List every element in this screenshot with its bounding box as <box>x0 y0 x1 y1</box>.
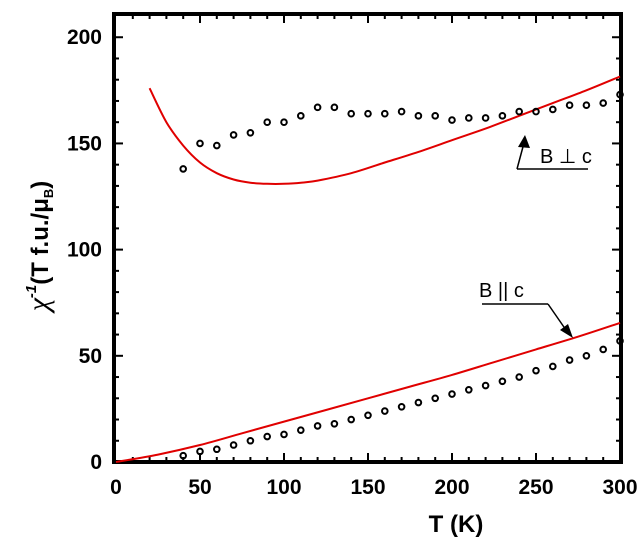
annotation-par-arrow-shaft <box>547 303 567 331</box>
x-tick-label: 0 <box>110 476 122 499</box>
plot-frame <box>112 12 623 464</box>
data-point-B_perp_c <box>313 103 322 112</box>
data-point-B_par_c <box>313 422 322 430</box>
annotation-perp-label: B ⊥ c <box>540 146 592 168</box>
data-point-B_par_c <box>532 366 540 375</box>
data-point-B_perp_c <box>347 109 356 118</box>
data-point-B_par_c <box>616 337 624 345</box>
y-tick-label: 200 <box>67 26 102 49</box>
data-point-B_perp_c <box>498 112 507 120</box>
data-point-B_par_c <box>229 441 238 449</box>
data-point-B_perp_c <box>431 112 440 120</box>
annotation-par-arrowhead <box>560 324 573 338</box>
data-point-B_par_c <box>465 385 473 394</box>
y-axis-unit-sub: B <box>41 189 56 198</box>
fit-lines <box>115 75 621 463</box>
data-point-B_par_c <box>196 447 204 456</box>
data-point-B_par_c <box>599 345 608 354</box>
annotation-par-label: B || c <box>479 280 524 302</box>
data-point-B_perp_c <box>582 101 591 109</box>
data-point-B_perp_c <box>481 114 490 122</box>
data-point-B_perp_c <box>448 116 456 124</box>
x-tick-label: 150 <box>350 476 385 499</box>
y-axis-symbol: χ <box>22 297 55 314</box>
data-point-B_par_c <box>347 415 356 424</box>
data-point-B_par_c <box>565 356 574 364</box>
data-points <box>179 90 624 460</box>
x-tick-label: 50 <box>188 476 211 499</box>
data-point-B_par_c <box>549 362 557 371</box>
fit-line-fit_par <box>115 321 621 463</box>
data-point-B_par_c <box>364 411 372 420</box>
axis-ticks <box>114 14 621 462</box>
x-tick-label: 200 <box>434 476 469 499</box>
data-point-B_perp_c <box>196 139 204 148</box>
data-point-B_perp_c <box>179 165 187 173</box>
data-point-B_par_c <box>431 394 440 403</box>
data-point-B_perp_c <box>381 109 389 118</box>
data-point-B_perp_c <box>565 101 574 109</box>
data-point-B_par_c <box>246 436 255 445</box>
data-point-B_perp_c <box>397 107 406 116</box>
data-point-B_perp_c <box>532 107 540 116</box>
data-point-B_par_c <box>481 381 490 390</box>
x-tick-label: 300 <box>602 476 637 499</box>
y-tick-label: 150 <box>67 132 102 155</box>
data-point-B_par_c <box>381 407 389 415</box>
data-point-B_perp_c <box>229 131 238 139</box>
data-point-B_perp_c <box>213 141 221 150</box>
data-point-B_perp_c <box>297 112 305 120</box>
data-point-B_par_c <box>263 432 272 441</box>
data-point-B_par_c <box>414 398 423 407</box>
data-point-B_par_c <box>179 451 187 460</box>
x-tick-labels: 0 50 100 150 200 250 300 <box>110 476 637 499</box>
y-tick-label: 100 <box>67 239 102 262</box>
data-point-B_par_c <box>330 419 339 428</box>
data-point-B_perp_c <box>246 129 255 137</box>
data-point-B_perp_c <box>616 90 624 99</box>
y-tick-label: 50 <box>79 345 102 368</box>
y-axis-exponent: -1 <box>23 285 40 298</box>
data-point-B_perp_c <box>280 118 288 126</box>
data-point-B_par_c <box>213 445 221 454</box>
x-tick-label: 100 <box>266 476 301 499</box>
data-point-B_par_c <box>515 373 524 381</box>
annotation-perp-arrowhead <box>518 135 530 148</box>
data-point-B_perp_c <box>599 99 608 107</box>
y-axis-unit: (T f.u./μ <box>27 198 54 285</box>
data-point-B_par_c <box>448 390 456 398</box>
data-point-B_perp_c <box>549 105 557 114</box>
y-axis-title: χ-1(T f.u./μB) <box>22 181 56 315</box>
annotations: B ⊥ c B || c <box>479 135 592 338</box>
data-point-B_perp_c <box>364 109 372 118</box>
x-axis-title: T (K) <box>429 511 484 538</box>
data-point-B_perp_c <box>465 114 473 122</box>
data-point-B_par_c <box>498 377 507 386</box>
y-axis-unit-close: ) <box>27 181 54 189</box>
plot-area: B ⊥ c B || c <box>112 12 624 464</box>
data-point-B_perp_c <box>515 107 524 116</box>
fit-line-fit_perp <box>148 75 621 185</box>
data-point-B_par_c <box>297 426 305 434</box>
data-point-B_perp_c <box>263 118 272 126</box>
y-tick-labels: 0 50 100 150 200 <box>67 26 102 474</box>
y-tick-label: 0 <box>90 451 102 474</box>
x-tick-label: 250 <box>518 476 553 499</box>
data-point-B_par_c <box>397 402 406 411</box>
data-point-B_par_c <box>280 430 288 439</box>
data-point-B_perp_c <box>414 112 423 120</box>
data-point-B_perp_c <box>330 103 339 112</box>
data-point-B_par_c <box>582 352 591 360</box>
